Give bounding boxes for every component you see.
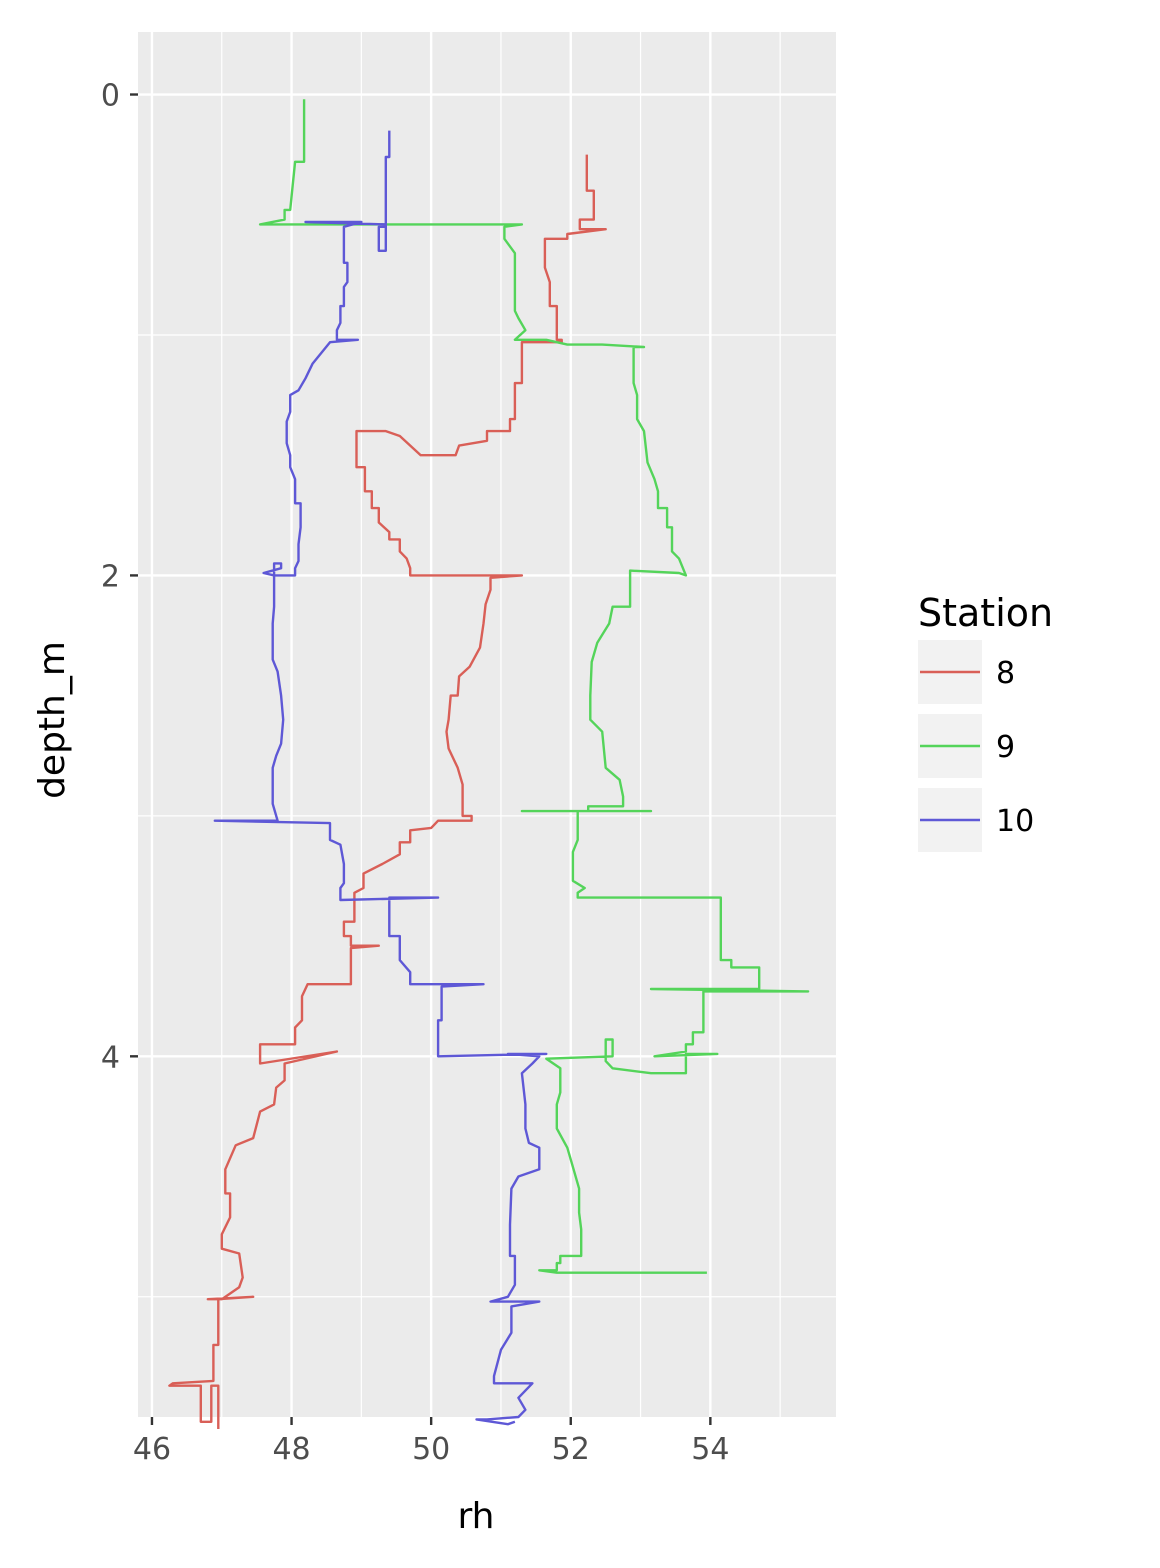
legend-keys: 8 9 10 xyxy=(918,640,1034,852)
x-tick-label: 54 xyxy=(691,1432,729,1467)
x-axis-title: rh xyxy=(458,1496,495,1537)
y-axis-title: depth_m xyxy=(32,641,73,799)
y-axis: 0 2 4 xyxy=(101,79,138,1075)
x-tick-label: 46 xyxy=(133,1432,171,1467)
series-line-station-10 xyxy=(213,130,548,1426)
series-line-station-8 xyxy=(168,154,607,1429)
x-axis: 46 48 50 52 54 xyxy=(133,1417,729,1467)
legend-label-station-10: 10 xyxy=(996,804,1034,839)
y-tick-label: 4 xyxy=(101,1040,120,1075)
legend-label-station-8: 8 xyxy=(996,656,1015,691)
x-tick-label: 50 xyxy=(412,1432,450,1467)
series-layer xyxy=(168,99,810,1429)
legend: Station 8 9 10 xyxy=(918,591,1053,852)
y-tick-label: 2 xyxy=(101,559,120,594)
plot-panel xyxy=(138,32,836,1417)
series-line-station-9 xyxy=(258,99,810,1274)
legend-title: Station xyxy=(918,591,1053,635)
x-tick-label: 52 xyxy=(552,1432,590,1467)
x-tick-label: 48 xyxy=(272,1432,310,1467)
y-tick-label: 0 xyxy=(101,79,120,114)
legend-label-station-9: 9 xyxy=(996,730,1015,765)
